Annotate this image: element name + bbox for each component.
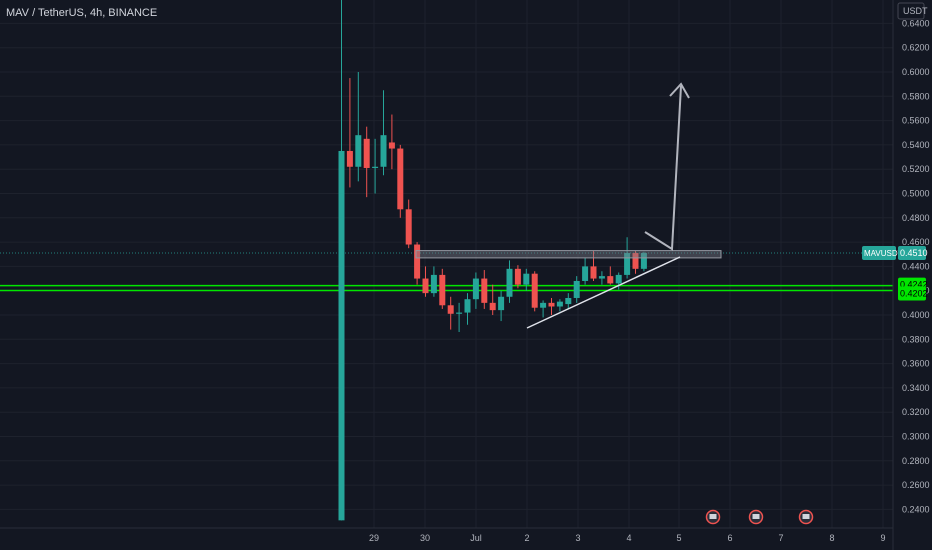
- x-tick-label: 7: [778, 533, 783, 543]
- candle-body[interactable]: [514, 268, 521, 285]
- candle-body[interactable]: [422, 278, 429, 294]
- candle-body[interactable]: [506, 268, 513, 297]
- ascending-trendline[interactable]: [526, 256, 681, 329]
- candle-body[interactable]: [598, 276, 605, 279]
- y-tick-label: 0.3000: [902, 432, 930, 442]
- x-tick-label: 30: [420, 533, 430, 543]
- candle-body[interactable]: [498, 296, 505, 311]
- candle-body[interactable]: [582, 266, 589, 281]
- event-markers: [705, 509, 814, 525]
- drawings: [415, 82, 722, 329]
- candle-body[interactable]: [590, 266, 597, 279]
- y-tick-label: 0.6200: [902, 43, 930, 53]
- resistance-zone[interactable]: [415, 250, 722, 259]
- candle-body[interactable]: [447, 305, 454, 314]
- y-tick-label: 0.3800: [902, 334, 930, 344]
- currency-button[interactable]: [897, 2, 925, 20]
- candles: [338, 0, 647, 521]
- candle-body[interactable]: [414, 244, 421, 279]
- candle-body[interactable]: [388, 142, 395, 149]
- price-axis-background: [893, 0, 932, 550]
- y-tick-label: 0.2800: [902, 456, 930, 466]
- x-tick-label: 5: [676, 533, 681, 543]
- level-price-label: 0.4242: [900, 280, 928, 290]
- candle-body[interactable]: [338, 150, 345, 521]
- x-tick-label: 29: [369, 533, 379, 543]
- y-tick-label: 0.5400: [902, 140, 930, 150]
- candle-body[interactable]: [540, 302, 547, 308]
- candle-body[interactable]: [640, 253, 647, 269]
- x-tick-label: 3: [575, 533, 580, 543]
- currency-label: USDT: [903, 6, 928, 16]
- y-tick-label: 0.3200: [902, 407, 930, 417]
- candle-body[interactable]: [430, 274, 437, 294]
- last-price-tag: [898, 246, 926, 261]
- y-tick-label: 0.3600: [902, 359, 930, 369]
- y-tick-label: 0.6000: [902, 67, 930, 77]
- event-marker-icon[interactable]: [705, 509, 721, 525]
- y-tick-label: 0.4000: [902, 310, 930, 320]
- level-price-tag: [898, 286, 926, 301]
- symbol-label: MAVUSDT: [864, 249, 903, 258]
- chart-title: MAV / TetherUS, 4h, BINANCE: [6, 7, 157, 19]
- horizontal-levels: [0, 252, 893, 292]
- x-tick-label: 6: [727, 533, 732, 543]
- chart-grid: [0, 0, 893, 528]
- time-axis: 29 30 Jul 2 3 4 5 6 7 8 9: [0, 527, 893, 543]
- candle-body[interactable]: [405, 209, 412, 245]
- candle-body[interactable]: [548, 302, 555, 307]
- x-tick-label: Jul: [470, 533, 482, 543]
- candle-body[interactable]: [556, 301, 563, 307]
- y-tick-label: 0.5200: [902, 164, 930, 174]
- y-tick-label: 0.2400: [902, 504, 930, 514]
- event-marker-glyph: [802, 514, 810, 519]
- candle-body[interactable]: [464, 299, 471, 313]
- candle-body[interactable]: [439, 274, 446, 306]
- y-tick-label: 0.3400: [902, 383, 930, 393]
- candle-body[interactable]: [573, 280, 580, 298]
- x-tick-label: 2: [524, 533, 529, 543]
- x-tick-label: 9: [880, 533, 885, 543]
- y-tick-label: 0.4600: [902, 237, 930, 247]
- y-tick-label: 0.6400: [902, 18, 930, 28]
- candle-body[interactable]: [565, 297, 572, 305]
- x-tick-label: 8: [829, 533, 834, 543]
- candle-body[interactable]: [372, 166, 379, 168]
- candle-body[interactable]: [607, 276, 614, 284]
- candle-body[interactable]: [472, 278, 479, 300]
- last-price-label: 0.4510: [900, 248, 928, 258]
- projection-arrow[interactable]: [644, 85, 682, 251]
- symbol-tag: [862, 246, 896, 261]
- price-axis: 0.6400 0.6200 0.6000 0.5800 0.5600 0.5400 0.52…: [862, 0, 932, 550]
- candle-body[interactable]: [632, 253, 639, 269]
- candle-body[interactable]: [489, 302, 496, 311]
- y-tick-label: 0.4400: [902, 261, 930, 271]
- x-tick-label: 4: [626, 533, 631, 543]
- candle-body[interactable]: [531, 273, 538, 308]
- candle-body[interactable]: [456, 312, 463, 314]
- candle-body[interactable]: [397, 148, 404, 210]
- event-marker-icon[interactable]: [748, 509, 764, 525]
- candle-body[interactable]: [624, 253, 631, 275]
- event-marker-glyph: [709, 514, 717, 519]
- projection-arrowhead: [669, 82, 690, 99]
- y-tick-label: 0.4800: [902, 213, 930, 223]
- candle-body[interactable]: [523, 273, 530, 285]
- event-marker-icon[interactable]: [798, 509, 814, 525]
- y-tick-label: 0.2600: [902, 480, 930, 490]
- candle-body[interactable]: [380, 135, 387, 167]
- y-tick-label: 0.5800: [902, 91, 930, 101]
- candle-body[interactable]: [346, 150, 353, 167]
- candle-body[interactable]: [615, 274, 622, 284]
- candle-body[interactable]: [363, 138, 370, 168]
- candle-body[interactable]: [355, 135, 362, 167]
- y-tick-label: 0.5000: [902, 189, 930, 199]
- event-marker-glyph: [752, 514, 760, 519]
- candle-body[interactable]: [481, 278, 488, 303]
- level-price-label: 0.4202: [900, 288, 928, 298]
- y-tick-label: 0.5600: [902, 116, 930, 126]
